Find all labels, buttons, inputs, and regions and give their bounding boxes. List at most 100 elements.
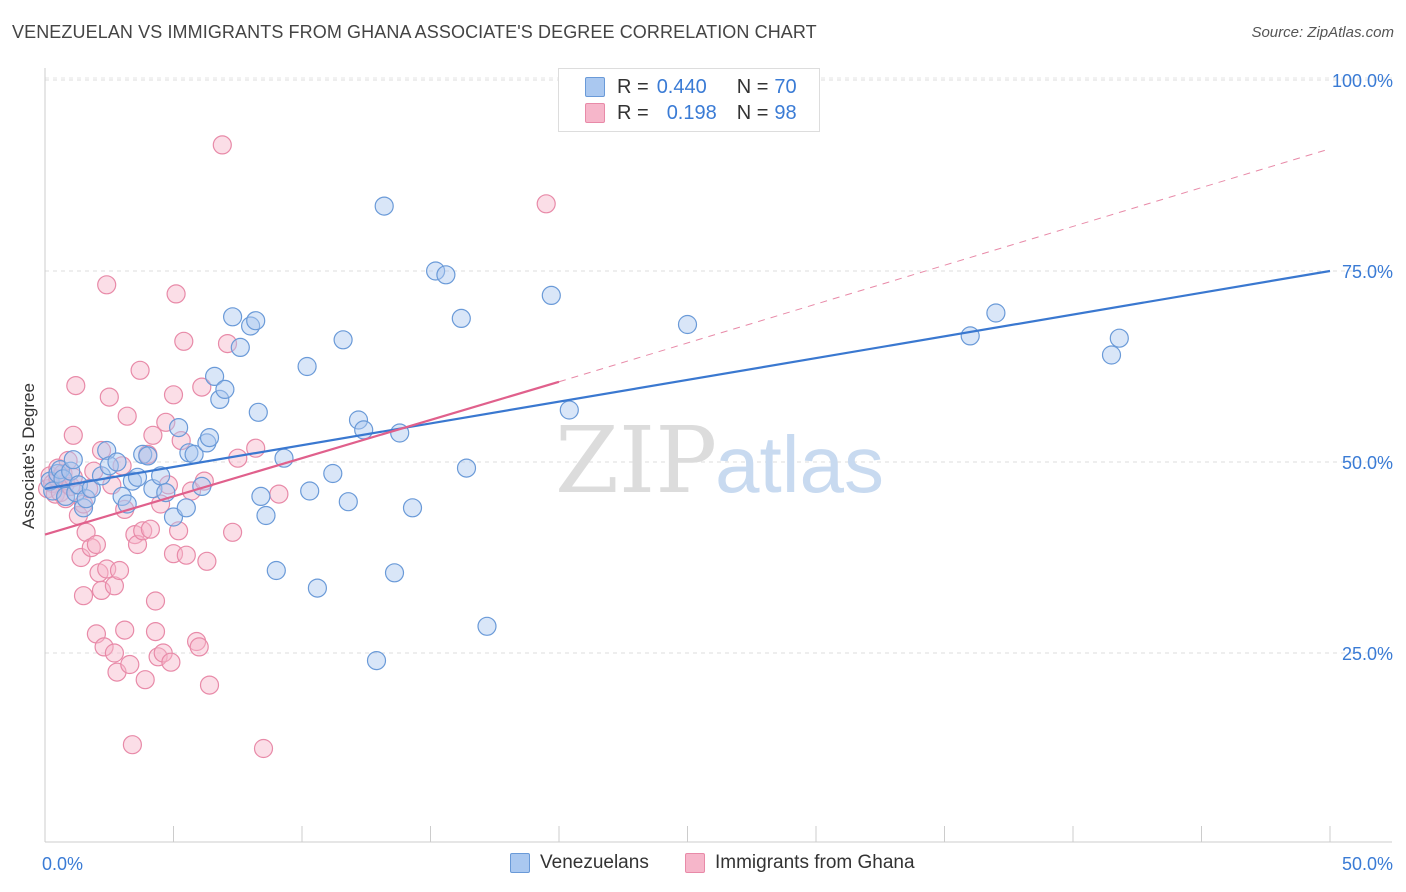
correlation-legend: R = 0.440 N = 70 R = 0.198 N = 98 bbox=[558, 68, 820, 132]
venezuelans-point bbox=[55, 486, 76, 506]
venezuelans-series bbox=[40, 196, 1129, 671]
venezuelans-point bbox=[138, 446, 158, 466]
ghana-point bbox=[212, 135, 232, 155]
axes bbox=[44, 68, 1392, 843]
ghana-point bbox=[91, 440, 112, 461]
ghana-point bbox=[104, 576, 125, 596]
y-tick-label: 25.0% bbox=[1342, 644, 1393, 664]
venezuelans-point bbox=[1109, 328, 1129, 348]
ghana-point bbox=[66, 376, 86, 396]
venezuelans-point bbox=[122, 471, 142, 491]
venezuelans-point bbox=[374, 196, 394, 216]
ghana-trend-line bbox=[44, 380, 560, 536]
ghana-point bbox=[109, 560, 130, 581]
venezuelans-point bbox=[210, 389, 230, 409]
venezuelans-point bbox=[426, 261, 446, 281]
y-tick-label: 100.0% bbox=[1332, 71, 1393, 91]
legend-r-value: 0.198 bbox=[666, 101, 717, 124]
venezuelans-point bbox=[384, 563, 405, 583]
ghana-point bbox=[253, 738, 274, 759]
y-axis-label: Associate's Degree bbox=[19, 383, 38, 529]
watermark-zip: ZIP bbox=[555, 407, 717, 514]
ghana-point bbox=[104, 643, 125, 663]
ghana-point bbox=[174, 331, 194, 351]
ghana-swatch bbox=[685, 853, 705, 873]
ghana-point bbox=[71, 547, 91, 568]
venezuelans-point bbox=[307, 578, 327, 598]
legend-r-value: 0.440 bbox=[656, 75, 707, 98]
venezuelans-point bbox=[297, 356, 317, 377]
ghana-point bbox=[120, 654, 140, 675]
venezuelans-point bbox=[677, 314, 698, 335]
venezuelans-point bbox=[169, 418, 189, 438]
venezuelans-point bbox=[559, 400, 579, 420]
venezuelans-point bbox=[215, 379, 235, 399]
venezuelans-point bbox=[266, 560, 286, 581]
watermark: ZIP atlas bbox=[555, 407, 884, 514]
ghana-point bbox=[166, 284, 186, 304]
ghana-point bbox=[140, 519, 160, 539]
chart-title: VENEZUELAN VS IMMIGRANTS FROM GHANA ASSO… bbox=[12, 22, 817, 42]
venezuelans-point bbox=[348, 410, 369, 430]
venezuelans-point bbox=[248, 402, 268, 422]
ghana-series bbox=[37, 135, 556, 759]
ghana-point bbox=[122, 735, 142, 755]
axis-labels: 25.0% 50.0% 75.0% 100.0% 0.0% 50.0% Associate'… bbox=[19, 71, 1393, 874]
venezuelans-point bbox=[246, 311, 266, 331]
ghana-point bbox=[189, 637, 209, 657]
trend-lines bbox=[44, 148, 1331, 536]
venezuelans-point bbox=[205, 366, 225, 386]
ghana-point bbox=[223, 522, 243, 542]
ghana-point bbox=[176, 545, 196, 565]
ghana-point bbox=[115, 620, 135, 640]
y-tick-label: 75.0% bbox=[1342, 262, 1393, 282]
ghana-point bbox=[536, 194, 556, 214]
venezuelans-point bbox=[241, 316, 261, 336]
ghana-point bbox=[81, 537, 101, 558]
legend-n-label: N = bbox=[736, 101, 769, 124]
bottom-legend-ghana: Immigrants from Ghana bbox=[685, 852, 915, 874]
ghana-point bbox=[192, 377, 212, 397]
ghana-point bbox=[269, 484, 289, 504]
bottom-legend-venezuelans-label: Venezuelans bbox=[540, 852, 649, 873]
venezuelans-point bbox=[960, 326, 980, 346]
ghana-point bbox=[63, 425, 83, 445]
grid-lines bbox=[45, 77, 1392, 654]
legend-row-venezuelans: R = 0.440 N = 70 bbox=[585, 76, 797, 98]
venezuelans-point bbox=[197, 433, 217, 453]
x-tick-label: 50.0% bbox=[1342, 854, 1393, 874]
legend-r-label: R = bbox=[617, 75, 649, 98]
ghana-point bbox=[94, 637, 114, 657]
ghana-point bbox=[199, 675, 220, 695]
venezuelans-point bbox=[402, 498, 423, 518]
ghana-point bbox=[145, 591, 166, 611]
ghana-point bbox=[156, 412, 176, 432]
venezuelans-point bbox=[176, 498, 196, 518]
venezuelans-point bbox=[300, 481, 320, 501]
venezuelans-point bbox=[256, 505, 276, 526]
venezuelans-point bbox=[338, 492, 358, 512]
ghana-point bbox=[217, 334, 238, 354]
ghana-point bbox=[117, 406, 137, 426]
source-label: Source: ZipAtlas.com bbox=[1251, 24, 1394, 41]
venezuelans-point bbox=[456, 458, 477, 478]
venezuelans-point bbox=[436, 265, 456, 285]
ghana-point bbox=[130, 360, 150, 380]
venezuelans-point bbox=[107, 452, 127, 472]
legend-n-label: N = bbox=[736, 75, 769, 98]
venezuelans-point bbox=[541, 285, 561, 305]
venezuelans-point bbox=[333, 330, 353, 350]
ghana-swatch bbox=[585, 103, 605, 123]
ghana-point bbox=[187, 631, 207, 652]
ghana-point bbox=[135, 670, 155, 690]
ghana-point bbox=[73, 586, 94, 606]
ghana-trend-extension bbox=[558, 148, 1331, 383]
ghana-point bbox=[145, 621, 166, 642]
ghana-point bbox=[97, 275, 117, 295]
ghana-point bbox=[163, 385, 184, 405]
ghana-point bbox=[197, 551, 217, 571]
venezuelans-point bbox=[477, 616, 497, 636]
venezuelans-point bbox=[81, 479, 101, 499]
venezuelans-point bbox=[1101, 345, 1122, 365]
